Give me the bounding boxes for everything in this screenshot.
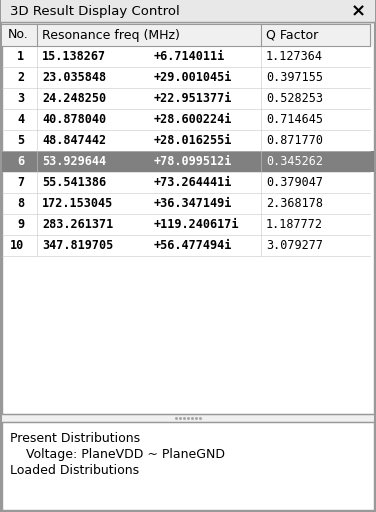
- Text: 5: 5: [17, 134, 24, 147]
- Text: 0.379047: 0.379047: [266, 176, 323, 189]
- Bar: [2, 24, 374, 46]
- Text: +28.016255i: +28.016255i: [154, 134, 232, 147]
- Text: 0.528253: 0.528253: [266, 92, 323, 105]
- Text: 6: 6: [17, 155, 24, 168]
- Text: 53.929644: 53.929644: [42, 155, 106, 168]
- Text: 40.878040: 40.878040: [42, 113, 106, 126]
- Text: 3D Result Display Control: 3D Result Display Control: [10, 5, 180, 17]
- Text: +22.951377i: +22.951377i: [154, 92, 232, 105]
- Text: 283.261371: 283.261371: [42, 218, 113, 231]
- Text: 2: 2: [17, 71, 24, 84]
- Text: +78.099512i: +78.099512i: [154, 155, 232, 168]
- Text: +36.347149i: +36.347149i: [154, 197, 232, 210]
- Text: 0.871770: 0.871770: [266, 134, 323, 147]
- Text: 15.138267: 15.138267: [42, 50, 106, 63]
- Bar: [2, 24, 374, 414]
- Text: +28.600224i: +28.600224i: [154, 113, 232, 126]
- Text: 24.248250: 24.248250: [42, 92, 106, 105]
- Text: 1: 1: [17, 50, 24, 63]
- Text: +119.240617i: +119.240617i: [154, 218, 240, 231]
- Text: 8: 8: [17, 197, 24, 210]
- Text: 172.153045: 172.153045: [42, 197, 113, 210]
- Text: 48.847442: 48.847442: [42, 134, 106, 147]
- Text: 10: 10: [10, 239, 24, 252]
- Text: 7: 7: [17, 176, 24, 189]
- Text: 3.079277: 3.079277: [266, 239, 323, 252]
- Text: 347.819705: 347.819705: [42, 239, 113, 252]
- Text: 23.035848: 23.035848: [42, 71, 106, 84]
- Text: Voltage: PlaneVDD ~ PlaneGND: Voltage: PlaneVDD ~ PlaneGND: [10, 448, 225, 461]
- Bar: [2, 151, 374, 172]
- Text: +56.477494i: +56.477494i: [154, 239, 232, 252]
- Text: 55.541386: 55.541386: [42, 176, 106, 189]
- Text: +29.001045i: +29.001045i: [154, 71, 232, 84]
- Text: 9: 9: [17, 218, 24, 231]
- Bar: [1, 0, 375, 22]
- Text: 0.397155: 0.397155: [266, 71, 323, 84]
- Text: Loaded Distributions: Loaded Distributions: [10, 464, 139, 477]
- Text: 1.127364: 1.127364: [266, 50, 323, 63]
- Text: 2.368178: 2.368178: [266, 197, 323, 210]
- Text: Present Distributions: Present Distributions: [10, 432, 140, 445]
- Text: 1.187772: 1.187772: [266, 218, 323, 231]
- Text: +73.264441i: +73.264441i: [154, 176, 232, 189]
- Text: No.: No.: [8, 29, 29, 41]
- Text: 0.714645: 0.714645: [266, 113, 323, 126]
- Text: 3: 3: [17, 92, 24, 105]
- Text: Resonance freq (MHz): Resonance freq (MHz): [42, 29, 180, 41]
- Text: ×: ×: [351, 2, 366, 20]
- Text: 0.345262: 0.345262: [266, 155, 323, 168]
- Text: +6.714011i: +6.714011i: [154, 50, 225, 63]
- Bar: [2, 422, 374, 510]
- Text: 4: 4: [17, 113, 24, 126]
- Text: Q Factor: Q Factor: [266, 29, 318, 41]
